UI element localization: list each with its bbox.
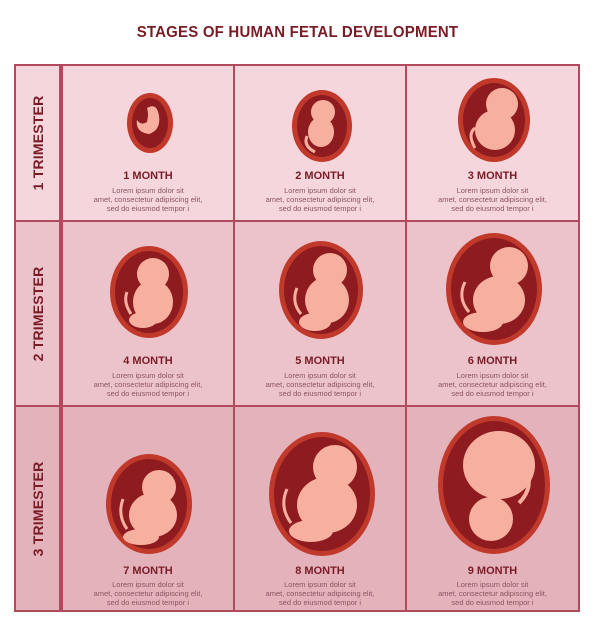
- stage-cell-month-2: 2 MONTH Lorem ipsum dolor sit amet, conse…: [233, 64, 407, 222]
- trimester-label-3: 3 TRIMESTER: [14, 405, 61, 612]
- month-description: Lorem ipsum dolor sit amet, consectetur a…: [93, 371, 203, 398]
- stage-cell-month-4: 4 MONTH Lorem ipsum dolor sit amet, conse…: [61, 220, 235, 407]
- month-description: Lorem ipsum dolor sit amet, consectetur a…: [265, 186, 375, 213]
- month-label: 6 MONTH: [467, 355, 518, 367]
- stage-cell-month-6: 6 MONTH Lorem ipsum dolor sit amet, conse…: [405, 220, 580, 407]
- page-title: STAGES OF HUMAN FETAL DEVELOPMENT: [136, 23, 459, 42]
- trimester-1-label: 1 TRIMESTER: [29, 95, 46, 191]
- trimester-label-2: 2 TRIMESTER: [14, 220, 61, 407]
- month-label: 2 MONTH: [295, 170, 345, 182]
- month-label: 3 MONTH: [467, 170, 518, 182]
- stage-cell-month-9: 9 MONTH Lorem ipsum dolor sit amet, conse…: [405, 405, 580, 612]
- fetus-month-9-illustration: [438, 416, 550, 554]
- embryo-month-2-illustration: [292, 90, 352, 162]
- trimester-label-1: 1 TRIMESTER: [14, 64, 61, 222]
- month-description: Lorem ipsum dolor sit amet, consectetur a…: [93, 186, 203, 213]
- month-label: 1 MONTH: [123, 170, 173, 182]
- stage-cell-month-5: 5 MONTH Lorem ipsum dolor sit amet, conse…: [233, 220, 407, 407]
- fetus-month-5-illustration: [279, 241, 363, 339]
- month-label: 8 MONTH: [295, 565, 345, 577]
- fetus-month-4-illustration: [110, 246, 188, 338]
- month-description: Lorem ipsum dolor sit amet, consectetur a…: [265, 580, 375, 607]
- month-description: Lorem ipsum dolor sit amet, consectetur a…: [438, 371, 547, 398]
- month-description: Lorem ipsum dolor sit amet, consectetur a…: [265, 371, 375, 398]
- month-description: Lorem ipsum dolor sit amet, consectetur a…: [93, 580, 203, 607]
- fetus-month-6-illustration: [446, 233, 542, 345]
- fetus-month-8-illustration: [269, 432, 375, 556]
- trimester-2-label: 2 TRIMESTER: [29, 266, 46, 361]
- month-label: 5 MONTH: [295, 355, 345, 367]
- stage-cell-month-7: 7 MONTH Lorem ipsum dolor sit amet, conse…: [61, 405, 235, 612]
- month-label: 4 MONTH: [123, 355, 173, 367]
- month-label: 9 MONTH: [467, 565, 518, 577]
- stage-cell-month-3: 3 MONTH Lorem ipsum dolor sit amet, conse…: [405, 64, 580, 222]
- embryo-month-3-illustration: [458, 78, 530, 162]
- trimester-row-1: 1 TRIMESTER 1 MONTH Lorem ipsum dolor si…: [14, 64, 580, 222]
- stage-cell-month-8: 8 MONTH Lorem ipsum dolor sit amet, conse…: [233, 405, 407, 612]
- trimester-row-2: 2 TRIMESTER 4 MONTH Lorem ipsum dolor si…: [14, 220, 580, 407]
- trimester-3-label: 3 TRIMESTER: [29, 461, 46, 556]
- embryo-month-1-illustration: [127, 93, 173, 153]
- month-description: Lorem ipsum dolor sit amet, consectetur a…: [438, 186, 547, 213]
- month-description: Lorem ipsum dolor sit amet, consectetur a…: [438, 580, 547, 607]
- trimester-row-3: 3 TRIMESTER 7 MONTH Lorem ipsum dolor si…: [14, 405, 580, 612]
- development-grid: 1 TRIMESTER 1 MONTH Lorem ipsum dolor si…: [14, 64, 580, 612]
- stage-cell-month-1: 1 MONTH Lorem ipsum dolor sit amet, conse…: [61, 64, 235, 222]
- month-label: 7 MONTH: [123, 565, 173, 577]
- fetus-month-7-illustration: [106, 454, 192, 554]
